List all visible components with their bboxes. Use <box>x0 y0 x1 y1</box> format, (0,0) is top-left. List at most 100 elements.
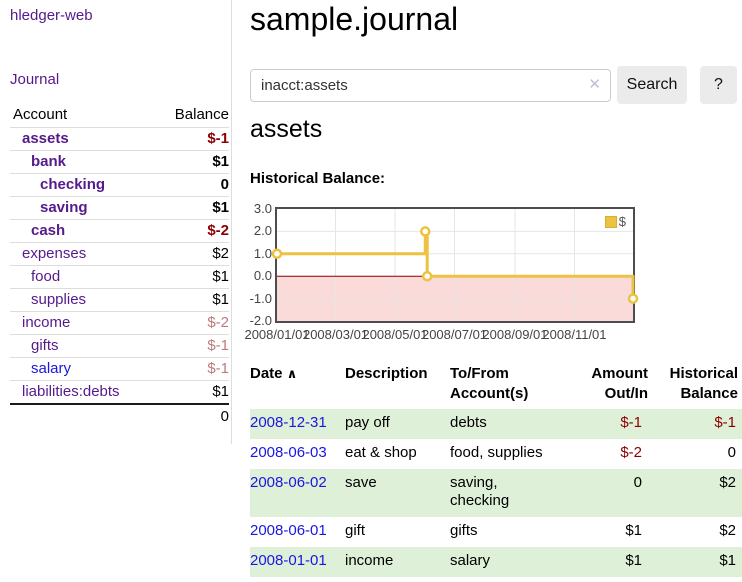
account-link-income[interactable]: income <box>22 314 71 331</box>
search-input[interactable] <box>250 69 611 102</box>
transaction-amount: $-2 <box>620 443 642 461</box>
transaction-balance: 0 <box>727 443 736 461</box>
account-link-liabilities-debts[interactable]: liabilities:debts <box>22 383 120 400</box>
account-balance: $-2 <box>207 222 229 239</box>
transaction-accounts: saving, checking <box>450 468 560 517</box>
account-row-expenses: expenses $2 <box>10 242 229 266</box>
register-row: 2008-06-02 save saving, checking 0 $2 <box>250 468 742 517</box>
transaction-date-link[interactable]: 2008-01-01 <box>250 551 327 569</box>
main-content: sample.journal ✕ Search ? assets Histori… <box>244 0 742 582</box>
transaction-date-link[interactable]: 2008-06-01 <box>250 522 327 539</box>
transaction-description: pay off <box>345 409 450 439</box>
account-row-bank: bank $1 <box>10 150 229 174</box>
chart-plot-area: $ <box>271 207 639 323</box>
account-row-cash: cash $-2 <box>10 219 229 243</box>
x-axis-tick-label: 2008/01/01 <box>244 327 310 342</box>
account-balance: $1 <box>212 153 229 170</box>
sidebar: hledger-web Journal Account Balance asse… <box>0 0 232 444</box>
transaction-accounts: food, supplies <box>450 443 543 461</box>
chart-heading: Historical Balance: <box>250 170 386 187</box>
account-heading: assets <box>250 115 323 143</box>
account-row-food: food $1 <box>10 265 229 289</box>
legend-swatch-icon <box>604 215 617 228</box>
page-title: sample.journal <box>250 1 459 37</box>
account-row-assets: assets $-1 <box>10 127 229 151</box>
sidebar-item-journal[interactable]: Journal <box>10 71 60 88</box>
transaction-accounts: gifts <box>450 522 478 539</box>
accounts-total-row: 0 <box>10 404 229 428</box>
account-balance: $1 <box>212 268 229 285</box>
account-link-saving[interactable]: saving <box>40 199 88 216</box>
transaction-description: save <box>345 468 450 517</box>
transaction-description: income <box>345 546 450 577</box>
account-link-checking[interactable]: checking <box>40 176 106 193</box>
account-row-checking: checking 0 <box>10 173 229 197</box>
account-row-liabilities-debts: liabilities:debts $1 <box>10 380 229 405</box>
transaction-balance: $2 <box>652 468 742 517</box>
transaction-amount: $1 <box>560 546 652 577</box>
account-link-supplies[interactable]: supplies <box>31 291 87 308</box>
help-button[interactable]: ? <box>700 66 737 104</box>
register-header-accounts: To/From Account(s) <box>450 365 529 402</box>
balance-chart: $ 3.0 2.0 1.0 0.0 -1.0 -2.0 2008/01/01 2008/03/… <box>244 201 742 355</box>
account-link-food[interactable]: food <box>31 268 61 285</box>
account-balance: $-1 <box>207 130 229 147</box>
x-axis-tick-label: 2008/07/01 <box>421 327 488 342</box>
y-axis-tick-label: -1.0 <box>249 290 272 306</box>
account-row-saving: saving $1 <box>10 196 229 220</box>
y-axis-tick-label: 3.0 <box>253 201 272 216</box>
transaction-amount: $-1 <box>560 409 652 439</box>
register-row: 2008-06-01 gift gifts $1 $2 <box>250 517 742 547</box>
account-balance: $-2 <box>207 314 229 331</box>
transaction-balance: $-1 <box>652 409 742 439</box>
accounts-header-account: Account <box>13 106 68 123</box>
register-header-balance: Historical Balance <box>669 365 738 402</box>
account-balance: $-1 <box>207 337 229 354</box>
account-link-salary[interactable]: salary <box>31 360 72 377</box>
y-axis-tick-label: 2.0 <box>253 223 272 239</box>
legend-label: $ <box>618 214 626 229</box>
account-row-gifts: gifts $-1 <box>10 334 229 358</box>
x-axis-tick-label: 2008/11/01 <box>542 327 607 342</box>
register-header-date[interactable]: Date ∧ <box>250 365 298 382</box>
account-row-salary: salary $-1 <box>10 357 229 381</box>
account-link-cash[interactable]: cash <box>31 222 66 239</box>
y-axis-tick-label: -2.0 <box>249 313 272 328</box>
account-balance: $1 <box>212 199 229 216</box>
register-header-row: Date ∧ Description To/From Account(s) Am… <box>250 360 742 409</box>
accounts-total-value: 0 <box>220 408 229 425</box>
x-axis-tick-label: 2008/05/01 <box>362 327 428 342</box>
account-link-assets[interactable]: assets <box>22 130 69 147</box>
transaction-amount: 0 <box>560 468 652 517</box>
app-brand-link[interactable]: hledger-web <box>10 7 93 24</box>
chart-canvas <box>271 209 639 321</box>
sort-ascending-icon: ∧ <box>286 366 298 381</box>
account-balance: 0 <box>220 176 229 193</box>
transaction-balance: $2 <box>719 522 736 539</box>
search-button[interactable]: Search <box>617 66 687 104</box>
transaction-amount: $1 <box>625 522 642 539</box>
transaction-description: gift <box>345 522 366 539</box>
account-balance: $1 <box>212 383 229 400</box>
transaction-accounts: debts <box>450 409 560 439</box>
account-balance: $2 <box>212 245 229 262</box>
account-balance: $1 <box>212 291 229 308</box>
account-link-gifts[interactable]: gifts <box>31 337 59 354</box>
y-axis-tick-label: 0.0 <box>253 268 272 284</box>
x-axis-tick-label: 2008/03/01 <box>302 327 369 342</box>
x-axis-tick-label: 2008/09/01 <box>482 327 548 342</box>
register-header-amount: Amount Out/In <box>591 365 648 402</box>
clear-search-icon[interactable]: ✕ <box>588 76 601 93</box>
register-row: 2008-01-01 income salary $1 $1 <box>250 546 742 577</box>
transaction-date-link[interactable]: 2008-06-02 <box>250 473 327 491</box>
account-link-bank[interactable]: bank <box>31 153 67 170</box>
accounts-header-balance: Balance <box>174 106 229 123</box>
transaction-description: eat & shop <box>345 443 417 461</box>
register-table: Date ∧ Description To/From Account(s) Am… <box>250 360 742 577</box>
transaction-accounts: salary <box>450 546 560 577</box>
transaction-date-link[interactable]: 2008-06-03 <box>250 443 327 461</box>
chart-legend: $ <box>604 214 626 229</box>
account-link-expenses[interactable]: expenses <box>22 245 87 262</box>
transaction-date-link[interactable]: 2008-12-31 <box>250 414 327 431</box>
